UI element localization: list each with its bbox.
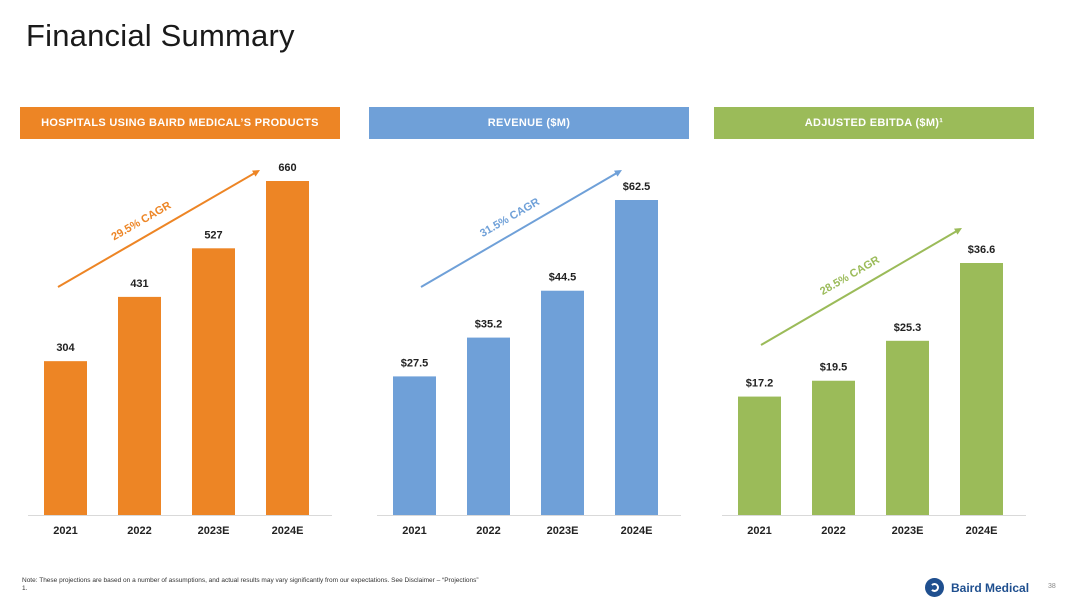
ebitda-cagr-label: 28.5% CAGR <box>818 254 882 298</box>
hospitals-chart-panel: HOSPITALS USING BAIRD MEDICAL’S PRODUCTS… <box>20 107 340 537</box>
hospitals-chart: 304 2021 431 2022 527 2023E 660 2024E 29.5% CAGR <box>28 162 332 537</box>
revenue-value-label: $27.5 <box>401 357 429 369</box>
ebitda-tick-label: 2023E <box>892 525 924 537</box>
ebitda-bar-2024E <box>960 263 1003 515</box>
ebitda-chart-header: ADJUSTED EBITDA ($M)¹ <box>714 107 1034 139</box>
ebitda-tick-label: 2022 <box>821 525 845 537</box>
hospitals-tick-label: 2024E <box>272 525 304 537</box>
revenue-value-label: $44.5 <box>549 272 577 284</box>
revenue-bar-2024E <box>615 200 658 515</box>
revenue-value-label: $62.5 <box>623 181 651 193</box>
hospitals-value-label: 527 <box>204 229 222 241</box>
ebitda-value-label: $17.2 <box>746 378 774 390</box>
revenue-chart: $27.5 2021 $35.2 2022 $44.5 2023E $62.5 2024E 31… <box>377 170 681 537</box>
revenue-tick-label: 2024E <box>621 525 653 537</box>
logo-icon <box>925 578 944 597</box>
ebitda-bar-2021 <box>738 396 781 515</box>
hospitals-value-label: 660 <box>278 162 296 174</box>
revenue-cagr-arrowhead <box>614 170 622 177</box>
footnote-marker: 1. <box>22 585 28 592</box>
ebitda-bar-2023E <box>886 340 929 515</box>
ebitda-tick-label: 2024E <box>966 525 998 537</box>
company-logo: Baird Medical <box>925 578 1029 597</box>
hospitals-bar-2022 <box>118 296 161 515</box>
page-title: Financial Summary <box>26 18 295 53</box>
hospitals-value-label: 431 <box>130 278 148 290</box>
hospitals-bar-2024E <box>266 181 309 515</box>
revenue-bar-2023E <box>541 290 584 515</box>
revenue-cagr-label: 31.5% CAGR <box>478 196 542 240</box>
hospitals-value-label: 304 <box>56 342 75 354</box>
revenue-value-label: $35.2 <box>475 319 503 331</box>
ebitda-chart: $17.2 2021 $19.5 2022 $25.3 2023E $36.6 2024E 28… <box>722 228 1026 537</box>
ebitda-value-label: $19.5 <box>820 362 848 374</box>
revenue-cagr-arrow <box>420 171 620 288</box>
hospitals-chart-header: HOSPITALS USING BAIRD MEDICAL’S PRODUCTS <box>20 107 340 139</box>
footer-note-text: Note: These projections are based on a n… <box>22 577 479 584</box>
hospitals-cagr-label: 29.5% CAGR <box>110 199 174 243</box>
revenue-tick-label: 2022 <box>476 525 500 537</box>
footer-note: Note: These projections are based on a n… <box>22 577 479 593</box>
revenue-chart-panel: REVENUE ($M) $27.5 2021 $35.2 2022 $44.5 2023… <box>369 107 689 537</box>
revenue-bar-2021 <box>393 376 436 515</box>
hospitals-cagr-arrowhead <box>252 170 260 177</box>
ebitda-bar-2022 <box>812 380 855 515</box>
ebitda-cagr-arrowhead <box>954 228 962 235</box>
ebitda-tick-label: 2021 <box>747 525 771 537</box>
page-number: 38 <box>1048 583 1056 590</box>
hospitals-tick-label: 2023E <box>198 525 230 537</box>
ebitda-value-label: $25.3 <box>894 322 922 334</box>
hospitals-tick-label: 2021 <box>53 525 77 537</box>
ebitda-value-label: $36.6 <box>968 244 996 256</box>
revenue-chart-header: REVENUE ($M) <box>369 107 689 139</box>
hospitals-bar-2023E <box>192 248 235 515</box>
ebitda-cagr-arrow <box>760 229 960 346</box>
logo-text: Baird Medical <box>951 580 1030 595</box>
revenue-bar-2022 <box>467 337 510 515</box>
revenue-tick-label: 2021 <box>402 525 426 537</box>
hospitals-bar-2021 <box>44 361 87 515</box>
hospitals-tick-label: 2022 <box>127 525 151 537</box>
revenue-tick-label: 2023E <box>547 525 579 537</box>
hospitals-cagr-arrow <box>57 171 258 288</box>
ebitda-chart-panel: ADJUSTED EBITDA ($M)¹ $17.2 2021 $19.5 2022… <box>714 107 1034 537</box>
